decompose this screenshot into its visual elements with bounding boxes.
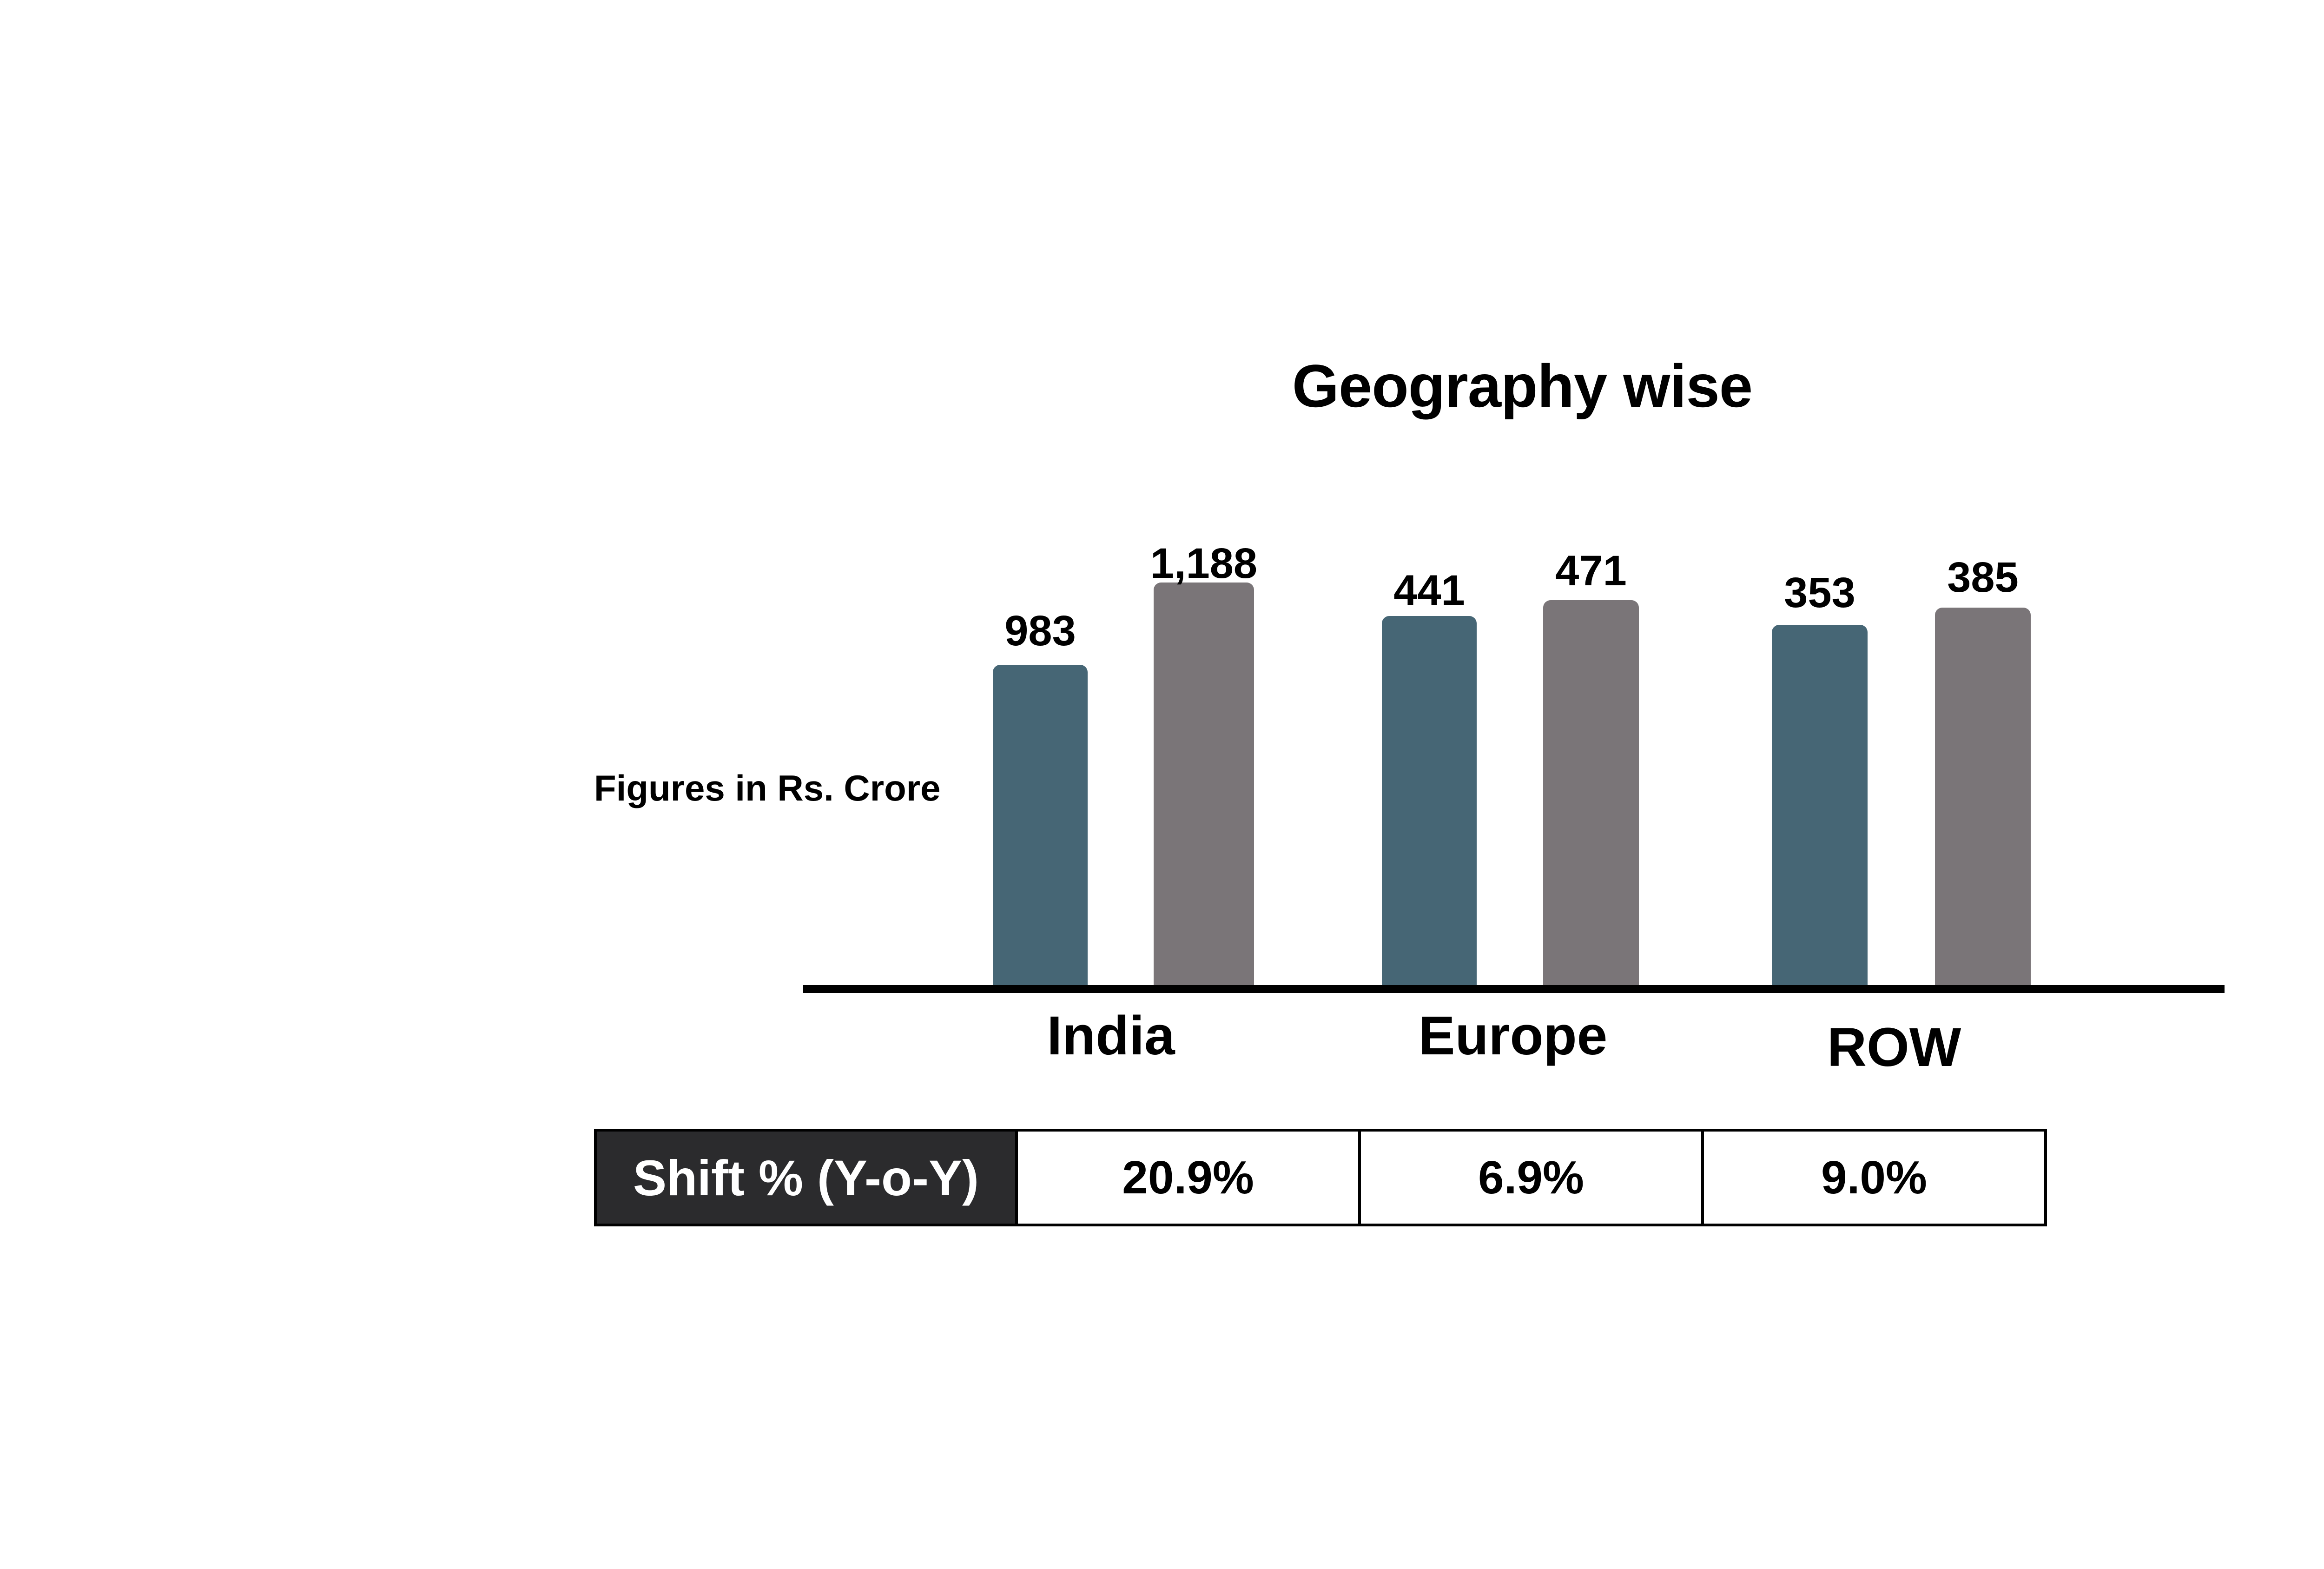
bar-label-row-current: 385: [1947, 554, 2019, 601]
shift-value-india: 20.9%: [1015, 1132, 1358, 1224]
x-axis-line: [803, 985, 2225, 993]
bar-label-india-current: 1,188: [1150, 540, 1258, 587]
shift-value-europe: 6.9%: [1358, 1132, 1701, 1224]
bar-label-europe-current: 471: [1555, 547, 1627, 595]
category-label-row: ROW: [1827, 1017, 1961, 1078]
bar-europe-current: [1543, 600, 1639, 986]
units-label: Figures in Rs. Crore: [594, 768, 941, 808]
bar-india-previous: [993, 665, 1088, 986]
category-label-india: India: [1047, 1005, 1175, 1066]
bar-row-current: [1935, 608, 2031, 986]
shift-table-header: Shift % (Y-o-Y): [597, 1132, 1015, 1224]
bar-india-current: [1154, 583, 1254, 986]
shift-value-row: 9.0%: [1701, 1132, 2044, 1224]
bar-row-previous: [1772, 625, 1868, 986]
category-label-europe: Europe: [1418, 1005, 1608, 1066]
bar-label-row-previous: 353: [1784, 569, 1855, 616]
bar-label-india-previous: 983: [1004, 607, 1076, 655]
chart-title: Geography wise: [1292, 352, 1753, 420]
bar-europe-previous: [1382, 616, 1477, 986]
shift-table: Shift % (Y-o-Y) 20.9% 6.9% 9.0%: [594, 1129, 2047, 1226]
bar-label-europe-previous: 441: [1393, 567, 1465, 614]
